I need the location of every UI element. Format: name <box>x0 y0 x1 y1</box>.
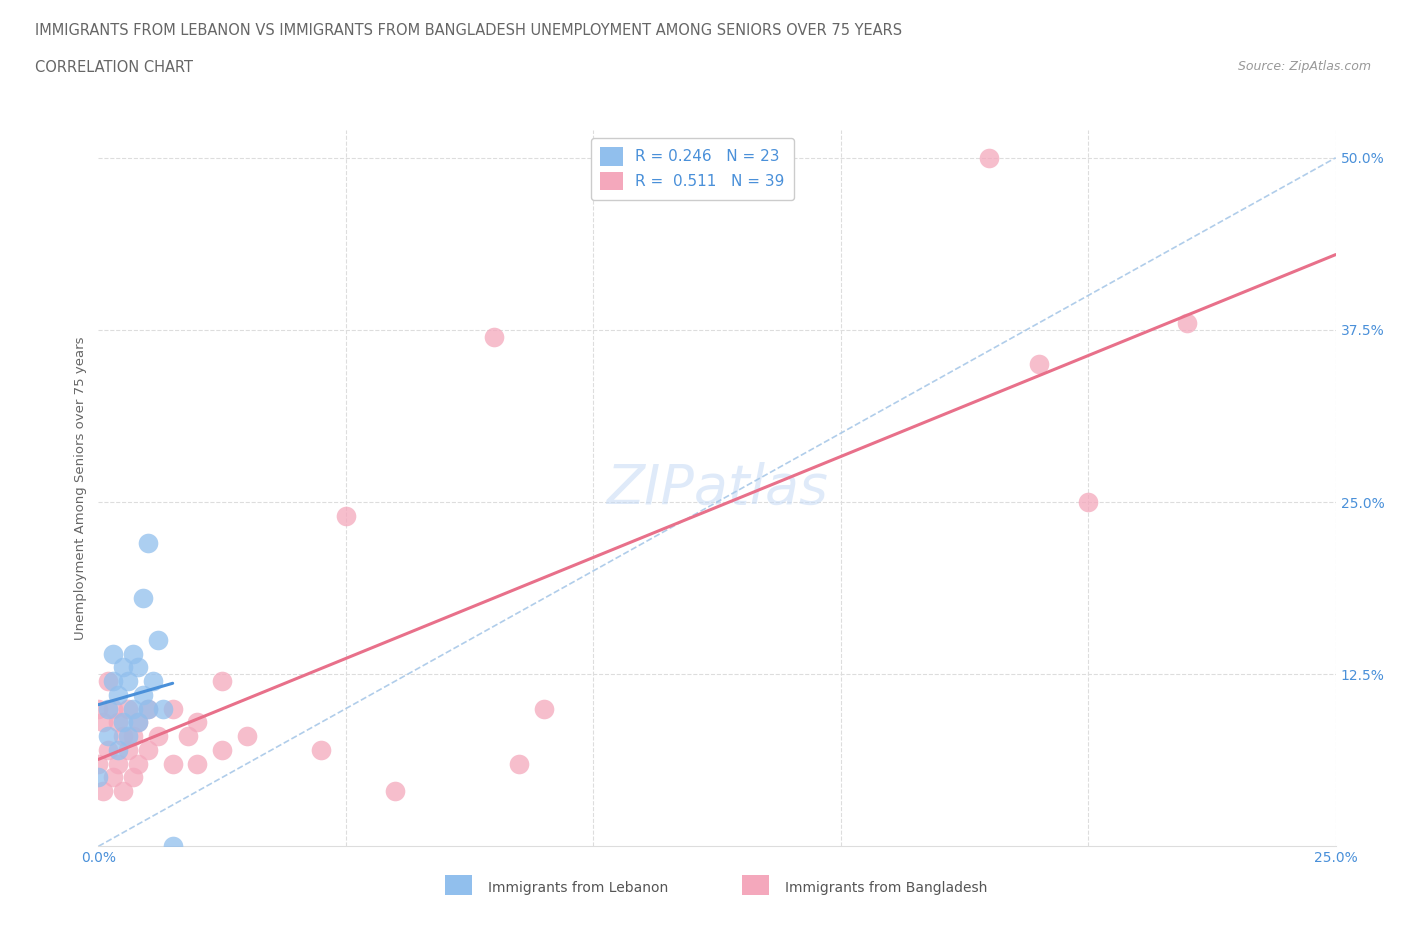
Y-axis label: Unemployment Among Seniors over 75 years: Unemployment Among Seniors over 75 years <box>75 337 87 640</box>
Point <box>117 742 139 757</box>
Text: Immigrants from Bangladesh: Immigrants from Bangladesh <box>785 881 987 895</box>
Point <box>186 756 208 771</box>
Point <box>122 729 145 744</box>
Point <box>87 770 110 785</box>
Point <box>127 715 149 730</box>
Point <box>87 756 110 771</box>
Point <box>152 701 174 716</box>
Point <box>176 729 198 744</box>
Point <box>136 701 159 716</box>
Point <box>103 673 125 688</box>
Point <box>122 701 145 716</box>
Point <box>97 729 120 744</box>
Point <box>127 715 149 730</box>
Text: Immigrants from Lebanon: Immigrants from Lebanon <box>488 881 668 895</box>
Point <box>136 742 159 757</box>
Point <box>103 646 125 661</box>
Point <box>122 770 145 785</box>
Point <box>979 151 1001 166</box>
Point <box>103 701 125 716</box>
Point <box>97 701 120 716</box>
Point <box>211 673 233 688</box>
Point <box>97 742 120 757</box>
Bar <box>444 874 472 895</box>
Point <box>97 673 120 688</box>
Point <box>112 729 135 744</box>
Point <box>508 756 530 771</box>
Point <box>132 687 155 702</box>
Point <box>127 660 149 675</box>
Point <box>211 742 233 757</box>
Point <box>127 756 149 771</box>
Point <box>142 673 165 688</box>
Point <box>236 729 259 744</box>
Point <box>117 673 139 688</box>
Point <box>309 742 332 757</box>
Point <box>132 591 155 605</box>
Point <box>87 701 110 716</box>
Text: Source: ZipAtlas.com: Source: ZipAtlas.com <box>1237 60 1371 73</box>
Point <box>107 742 129 757</box>
Point <box>146 729 169 744</box>
Bar <box>742 874 769 895</box>
Point <box>1077 495 1099 510</box>
Point <box>93 784 115 799</box>
Point <box>162 701 184 716</box>
Point <box>136 701 159 716</box>
Point <box>136 536 159 551</box>
Point <box>117 729 139 744</box>
Point <box>122 646 145 661</box>
Point <box>112 660 135 675</box>
Point <box>93 715 115 730</box>
Point <box>162 839 184 854</box>
Text: IMMIGRANTS FROM LEBANON VS IMMIGRANTS FROM BANGLADESH UNEMPLOYMENT AMONG SENIORS: IMMIGRANTS FROM LEBANON VS IMMIGRANTS FR… <box>35 23 903 38</box>
Text: CORRELATION CHART: CORRELATION CHART <box>35 60 193 75</box>
Point <box>186 715 208 730</box>
Point <box>117 701 139 716</box>
Point <box>112 784 135 799</box>
Point <box>107 756 129 771</box>
Point <box>112 715 135 730</box>
Point <box>162 756 184 771</box>
Point <box>103 770 125 785</box>
Point <box>533 701 555 716</box>
Legend: R = 0.246   N = 23, R =  0.511   N = 39: R = 0.246 N = 23, R = 0.511 N = 39 <box>591 138 794 200</box>
Text: ZIPatlas: ZIPatlas <box>606 462 828 514</box>
Point <box>384 784 406 799</box>
Point <box>107 687 129 702</box>
Point <box>484 329 506 344</box>
Point <box>1175 315 1198 330</box>
Point <box>1028 357 1050 372</box>
Point <box>146 632 169 647</box>
Point <box>107 715 129 730</box>
Point <box>335 509 357 524</box>
